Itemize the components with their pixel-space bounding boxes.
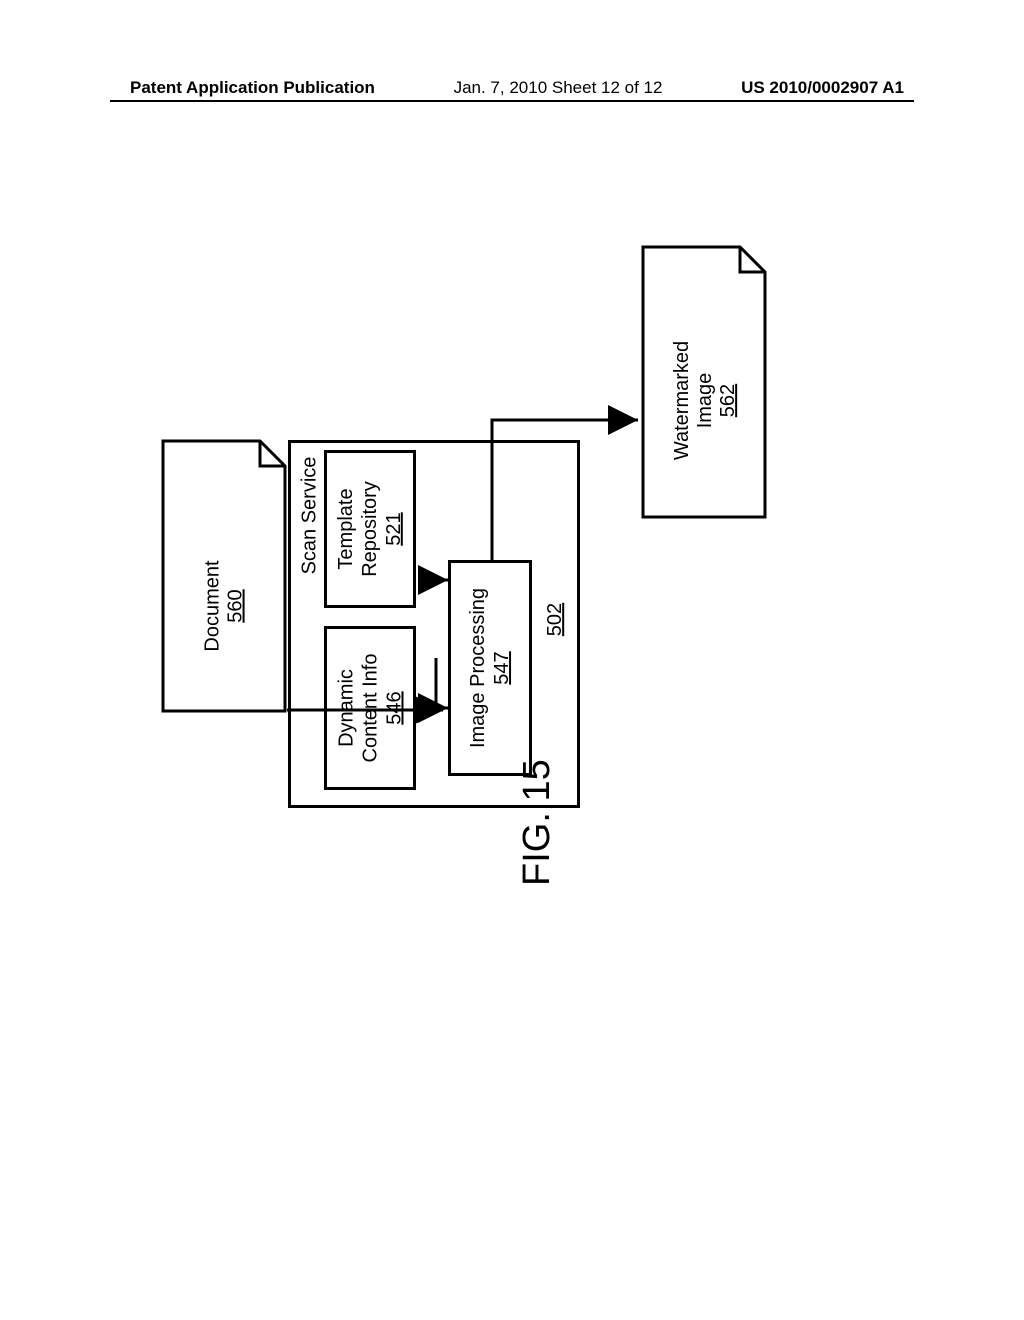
- doc-input-label: Document 560: [200, 546, 250, 666]
- template-l1: Template: [334, 481, 358, 577]
- arrow-dynamic-to-imgproc: [414, 648, 458, 728]
- diagram-canvas: Scan Service Dynamic Content Info 546 Te…: [0, 0, 1024, 1320]
- doc-output-label: Watermarked Image 562: [676, 320, 736, 480]
- figure-label: FIG. 15: [516, 759, 559, 886]
- template-l2: Repository: [358, 481, 382, 577]
- scan-service-title: Scan Service: [300, 445, 320, 585]
- imgproc-ref: 547: [490, 588, 514, 748]
- imgproc-l1: Image Processing: [466, 588, 490, 748]
- scan-service-ref: 502: [546, 596, 566, 642]
- template-ref: 521: [382, 481, 406, 577]
- arrow-imgproc-to-output: [488, 408, 648, 566]
- arrow-template-to-imgproc: [414, 540, 458, 620]
- template-repository-box: Template Repository 521: [324, 450, 416, 608]
- image-processing-box: Image Processing 547: [448, 560, 532, 776]
